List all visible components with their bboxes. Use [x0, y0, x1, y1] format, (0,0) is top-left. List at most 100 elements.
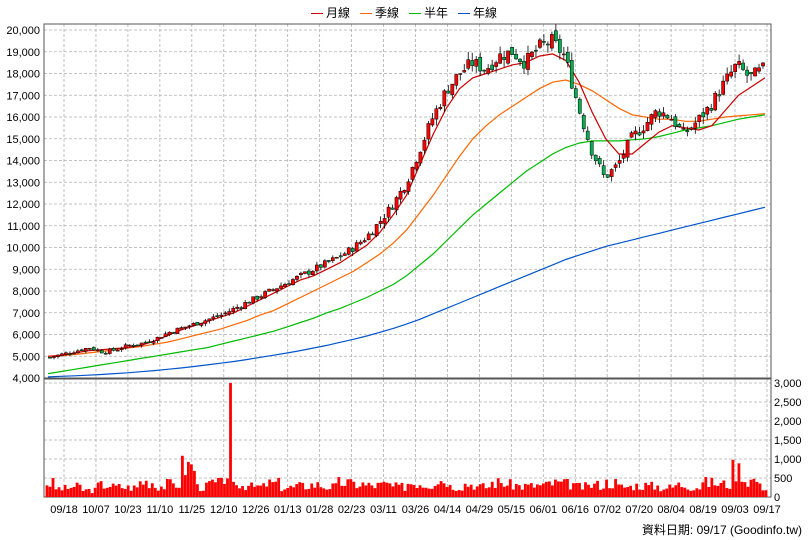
candle-body: [239, 307, 244, 309]
volume-bar: [60, 490, 64, 497]
candle-body: [155, 336, 160, 342]
date-tick-label: 12/10: [210, 504, 238, 516]
candle-body: [761, 62, 765, 67]
volume-bar: [680, 487, 684, 497]
date-tick-label: 07/02: [593, 504, 621, 516]
candle-body: [398, 190, 403, 200]
candle-body: [111, 348, 116, 351]
candle-body: [322, 260, 327, 268]
volume-bar: [141, 484, 145, 497]
legend-label: 年線: [473, 6, 498, 20]
candle-body: [366, 233, 371, 241]
volume-bar: [268, 479, 272, 497]
volume-bar: [382, 481, 386, 497]
volume-bar: [493, 488, 497, 497]
volume-bar: [241, 486, 244, 497]
candle-body: [585, 130, 590, 140]
volume-bar: [217, 477, 220, 497]
volume-bar: [355, 488, 359, 497]
candle-body: [681, 128, 686, 130]
volume-bar: [623, 487, 627, 497]
candle-body: [211, 316, 216, 320]
candle-body: [64, 352, 68, 355]
price-tick-label: 18,000: [6, 69, 40, 81]
volume-bar: [632, 490, 636, 497]
candle-body: [629, 132, 634, 138]
candle-body: [625, 139, 630, 158]
candle-body: [259, 296, 263, 299]
legend-label: 季線: [374, 6, 399, 20]
candle-body: [330, 257, 335, 261]
candle-body: [231, 308, 236, 313]
volume-bar: [313, 487, 317, 497]
volume-bar: [403, 490, 407, 497]
legend-swatch: [409, 13, 421, 15]
candle-body: [147, 341, 152, 343]
volume-bar: [608, 488, 611, 497]
volume-bar: [205, 482, 208, 497]
candle-body: [247, 302, 252, 304]
candle-body: [99, 350, 104, 354]
volume-bar: [63, 484, 67, 497]
volume-bar: [475, 486, 479, 497]
candle-body: [729, 71, 733, 77]
candle-body: [354, 242, 359, 252]
volume-bar: [758, 483, 762, 497]
source-label: (Goodinfo.tw): [729, 523, 802, 537]
candle-body: [219, 314, 224, 317]
volume-bar: [108, 486, 112, 497]
volume-bar: [274, 481, 278, 497]
candle-body: [203, 320, 208, 324]
candle-body: [573, 88, 578, 98]
candle-body: [613, 164, 618, 168]
candle-body: [223, 312, 228, 315]
volume-bar: [644, 482, 648, 497]
candle-body: [183, 326, 188, 329]
candle-body: [159, 337, 164, 339]
date-tick-label: 04/29: [466, 504, 494, 516]
candle-body: [107, 348, 112, 354]
date-tick-label: 01/28: [306, 504, 334, 516]
candle-body: [458, 73, 463, 75]
volume-bar: [177, 487, 181, 497]
volume-bar: [478, 484, 482, 497]
volume-bar: [171, 483, 175, 497]
volume-bar: [430, 488, 434, 497]
volume-bar: [150, 483, 154, 497]
candle-body: [378, 221, 383, 224]
volume-bar: [713, 485, 717, 497]
candle-body: [725, 73, 730, 82]
candle-body: [518, 58, 522, 63]
candle-body: [382, 218, 387, 224]
candle-body: [135, 344, 140, 347]
date-tick-label: 03/11: [370, 504, 397, 516]
volume-bar: [138, 481, 142, 497]
volume-bar: [764, 490, 768, 497]
volume-bar: [487, 487, 491, 497]
volume-bar: [484, 488, 488, 497]
volume-bar: [256, 485, 259, 497]
date-tick-label: 08/04: [657, 504, 685, 516]
volume-bar: [662, 489, 666, 497]
volume-bar: [292, 487, 296, 497]
volume-bar: [337, 477, 341, 497]
candle-body: [123, 344, 128, 349]
volume-bar: [692, 490, 696, 497]
candle-body: [693, 122, 698, 129]
volume-bar: [469, 484, 473, 497]
candle-body: [713, 92, 718, 111]
volume-bar: [328, 489, 332, 497]
volume-bar: [352, 481, 356, 497]
volume-bar: [424, 487, 428, 497]
volume-bar: [421, 487, 425, 497]
volume-bar: [436, 484, 440, 497]
price-tick-label: 19,000: [6, 47, 40, 59]
volume-bar: [244, 490, 247, 497]
candle-body: [565, 51, 570, 63]
volume-bar: [596, 480, 599, 497]
candle-body: [68, 353, 72, 355]
volume-bar: [111, 483, 115, 497]
candle-body: [199, 322, 204, 326]
volume-bar: [277, 477, 281, 497]
volume-bar: [752, 478, 756, 497]
